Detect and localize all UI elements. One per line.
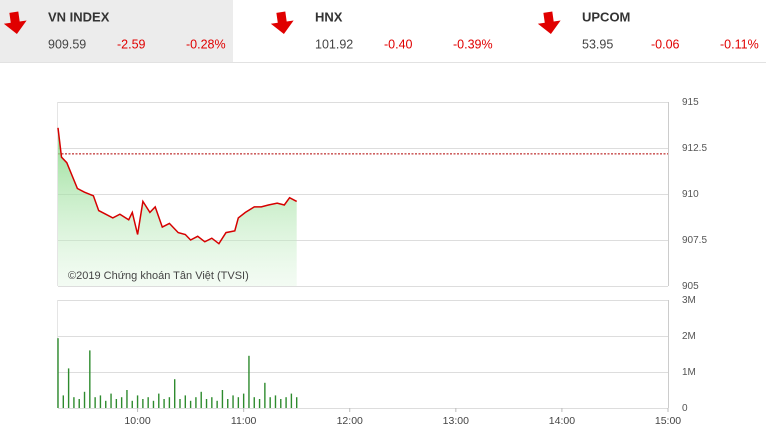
x-tick-label: 14:00 [549, 415, 575, 427]
y-tick-label: 3M [682, 295, 696, 306]
volume-bar [173, 379, 176, 408]
volume-bar [200, 391, 202, 408]
volume-bar [105, 400, 107, 408]
area [58, 127, 297, 286]
volume-bar [216, 400, 218, 408]
volume-bar [242, 393, 245, 408]
volume-bar [57, 338, 59, 408]
index-percent: -0.39% [453, 37, 493, 51]
volume-bar [89, 350, 91, 408]
volume-bar [274, 395, 277, 408]
volume-bar [78, 399, 80, 408]
y-tick-label: 915 [682, 97, 699, 108]
volume-bar [269, 397, 271, 408]
y-tick-label: 907.5 [682, 235, 707, 246]
volume-bar [99, 395, 102, 408]
index-percent: -0.28% [186, 37, 226, 51]
down-arrow [3, 11, 27, 34]
index-percent: -0.11% [720, 37, 759, 51]
volume-bar [205, 399, 208, 408]
volume-bar [264, 382, 266, 408]
x-tick-label: 10:00 [124, 415, 150, 427]
volume-bar [83, 391, 86, 408]
index-value: 101.92 [315, 37, 353, 51]
volume-bar [184, 395, 187, 408]
y-tick-label: 912.5 [682, 143, 707, 154]
down-arrow [537, 11, 561, 34]
volume-bar [290, 393, 293, 408]
index-value: 909.59 [48, 37, 86, 51]
volume-bar [195, 397, 197, 408]
volume-bar [94, 397, 96, 408]
volume-bar [62, 395, 65, 408]
volume-bar [237, 397, 240, 408]
y-tick-label: 910 [682, 189, 699, 200]
volume-bar [152, 400, 155, 408]
volume-bar [142, 399, 144, 408]
volume-bar [110, 393, 112, 408]
price-line [57, 127, 298, 245]
volume-bar [120, 397, 123, 408]
volume-bar [227, 399, 229, 408]
watermark: ©2019 Chứng khoán Tân Việt (TVSI) [68, 270, 249, 282]
x-tick-label: 13:00 [443, 415, 469, 427]
y-tick-label: 905 [682, 281, 699, 292]
x-tick-label: 12:00 [337, 415, 363, 427]
volume-bar [285, 397, 287, 408]
volume-bar [211, 397, 213, 408]
volume-bar [126, 390, 128, 408]
x-tick-label: 15:00 [655, 415, 681, 427]
index-name: VN INDEX [48, 9, 110, 24]
index-name: UPCOM [582, 9, 630, 24]
volume-bar [179, 399, 181, 408]
index-change: -0.40 [384, 37, 413, 51]
volume-bar [221, 390, 224, 408]
volume-bar [168, 397, 171, 408]
index-value: 53.95 [582, 37, 613, 51]
down-arrow [270, 11, 294, 34]
volume-bar [189, 400, 192, 408]
x-tick-label: 11:00 [231, 415, 257, 427]
volume-bar [67, 368, 70, 408]
volume-bar [253, 397, 255, 408]
y-tick-label: 0 [682, 403, 688, 414]
index-name: HNX [315, 9, 343, 24]
volume-bar [147, 397, 149, 408]
active-tile [0, 0, 233, 62]
volume-bar [136, 395, 139, 408]
y-tick-label: 2M [682, 331, 696, 342]
volume-bar [258, 399, 261, 408]
volume-bar [248, 355, 250, 408]
y-tick-label: 1M [682, 367, 696, 378]
volume-bar [295, 397, 298, 408]
volume-bar [280, 399, 282, 408]
volume-bar [73, 397, 75, 408]
index-change: -0.06 [651, 37, 680, 51]
volume-bar [131, 400, 133, 408]
volume-bar [163, 399, 165, 408]
index-change: -2.59 [117, 37, 146, 51]
volume-bar [232, 395, 234, 408]
volume-bar [158, 393, 160, 408]
volume-bar [115, 399, 118, 408]
